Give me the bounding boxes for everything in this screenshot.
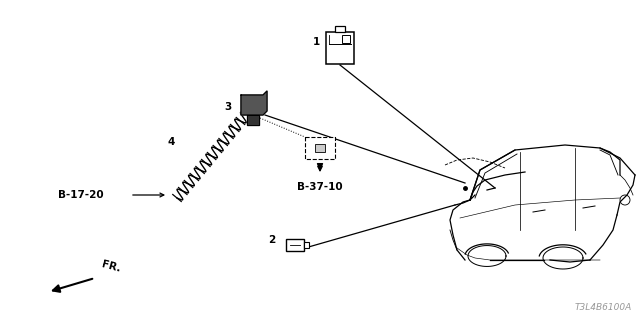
Bar	[305, 137, 335, 159]
Bar	[304, 242, 309, 248]
Polygon shape	[247, 115, 259, 125]
Polygon shape	[241, 91, 267, 115]
Text: 1: 1	[313, 37, 320, 47]
FancyArrowPatch shape	[53, 279, 92, 292]
Bar	[315, 144, 325, 152]
Text: 3: 3	[225, 102, 232, 112]
Bar	[326, 32, 354, 64]
Text: 2: 2	[268, 235, 275, 245]
Text: 4: 4	[168, 137, 175, 147]
Text: T3L4B6100A: T3L4B6100A	[575, 303, 632, 312]
Bar	[342, 35, 350, 43]
Text: FR.: FR.	[100, 259, 122, 274]
Text: B-37-10: B-37-10	[297, 182, 343, 192]
Text: B-17-20: B-17-20	[58, 190, 104, 200]
Bar	[286, 239, 304, 251]
Bar	[335, 26, 345, 32]
